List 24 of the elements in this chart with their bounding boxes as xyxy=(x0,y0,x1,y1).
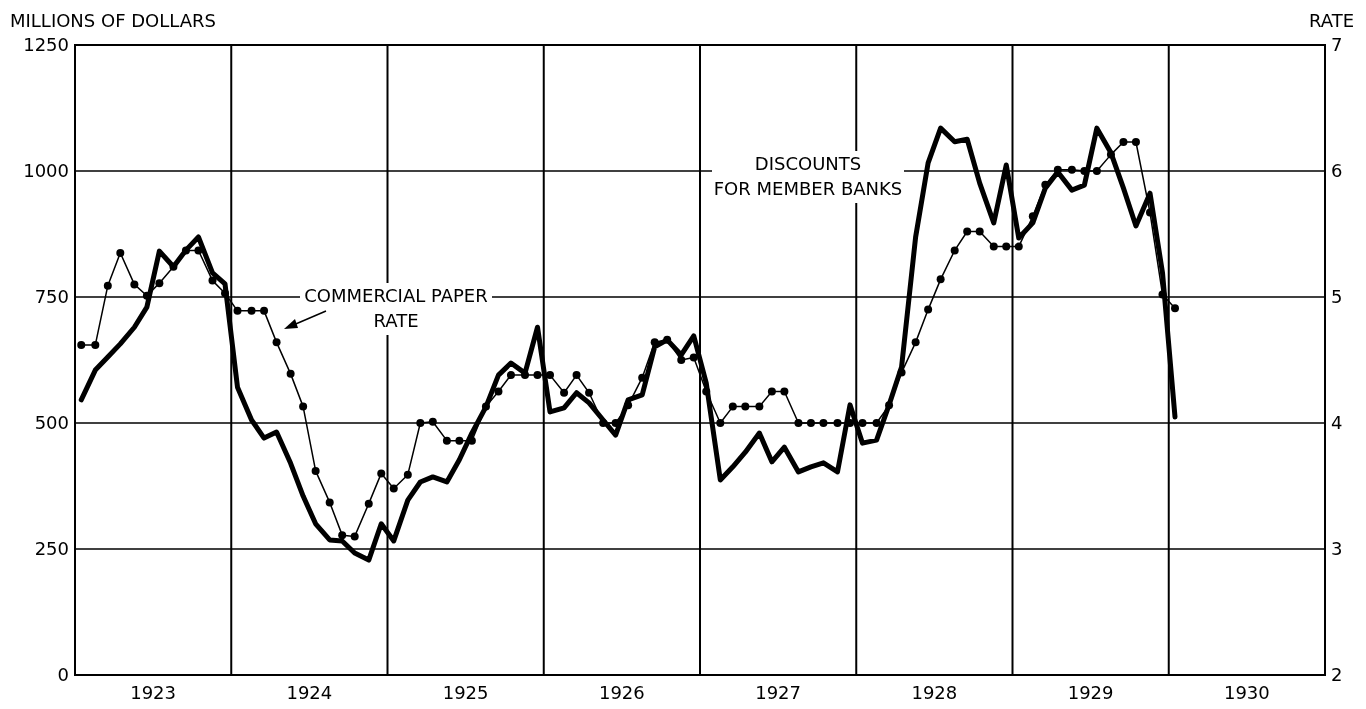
y-tick-label: 1250 xyxy=(23,34,69,55)
series-label: COMMERCIAL PAPER RATE xyxy=(304,285,488,331)
x-tick-label: 1930 xyxy=(1223,682,1270,703)
y2-tick-label: 4 xyxy=(1331,412,1343,433)
series-label: DISCOUNTS FOR MEMBER BANKS xyxy=(713,153,903,199)
y-tick-label: 750 xyxy=(34,286,69,307)
x-tick-label: 1929 xyxy=(1067,682,1114,703)
y2-tick-label: 2 xyxy=(1331,664,1343,685)
y-tick-label: 250 xyxy=(34,538,69,559)
y2-tick-label: 7 xyxy=(1331,34,1343,55)
y-tick-label: 500 xyxy=(34,412,69,433)
x-tick-label: 1925 xyxy=(442,682,489,703)
y-tick-label: 1000 xyxy=(23,160,69,181)
x-tick-label: 1924 xyxy=(286,682,333,703)
y2-tick-label: 5 xyxy=(1331,286,1343,307)
x-tick-label: 1926 xyxy=(598,682,645,703)
y2-axis-title: RATE xyxy=(1308,10,1354,31)
x-tick-label: 1928 xyxy=(911,682,958,703)
x-tick-label: 1927 xyxy=(755,682,802,703)
y2-tick-label: 6 xyxy=(1331,160,1343,181)
x-tick-label: 1923 xyxy=(130,682,177,703)
y2-tick-label: 3 xyxy=(1331,538,1343,559)
y-tick-label: 0 xyxy=(57,664,69,685)
y-axis-title: MILLIONS OF DOLLARS xyxy=(10,10,216,31)
